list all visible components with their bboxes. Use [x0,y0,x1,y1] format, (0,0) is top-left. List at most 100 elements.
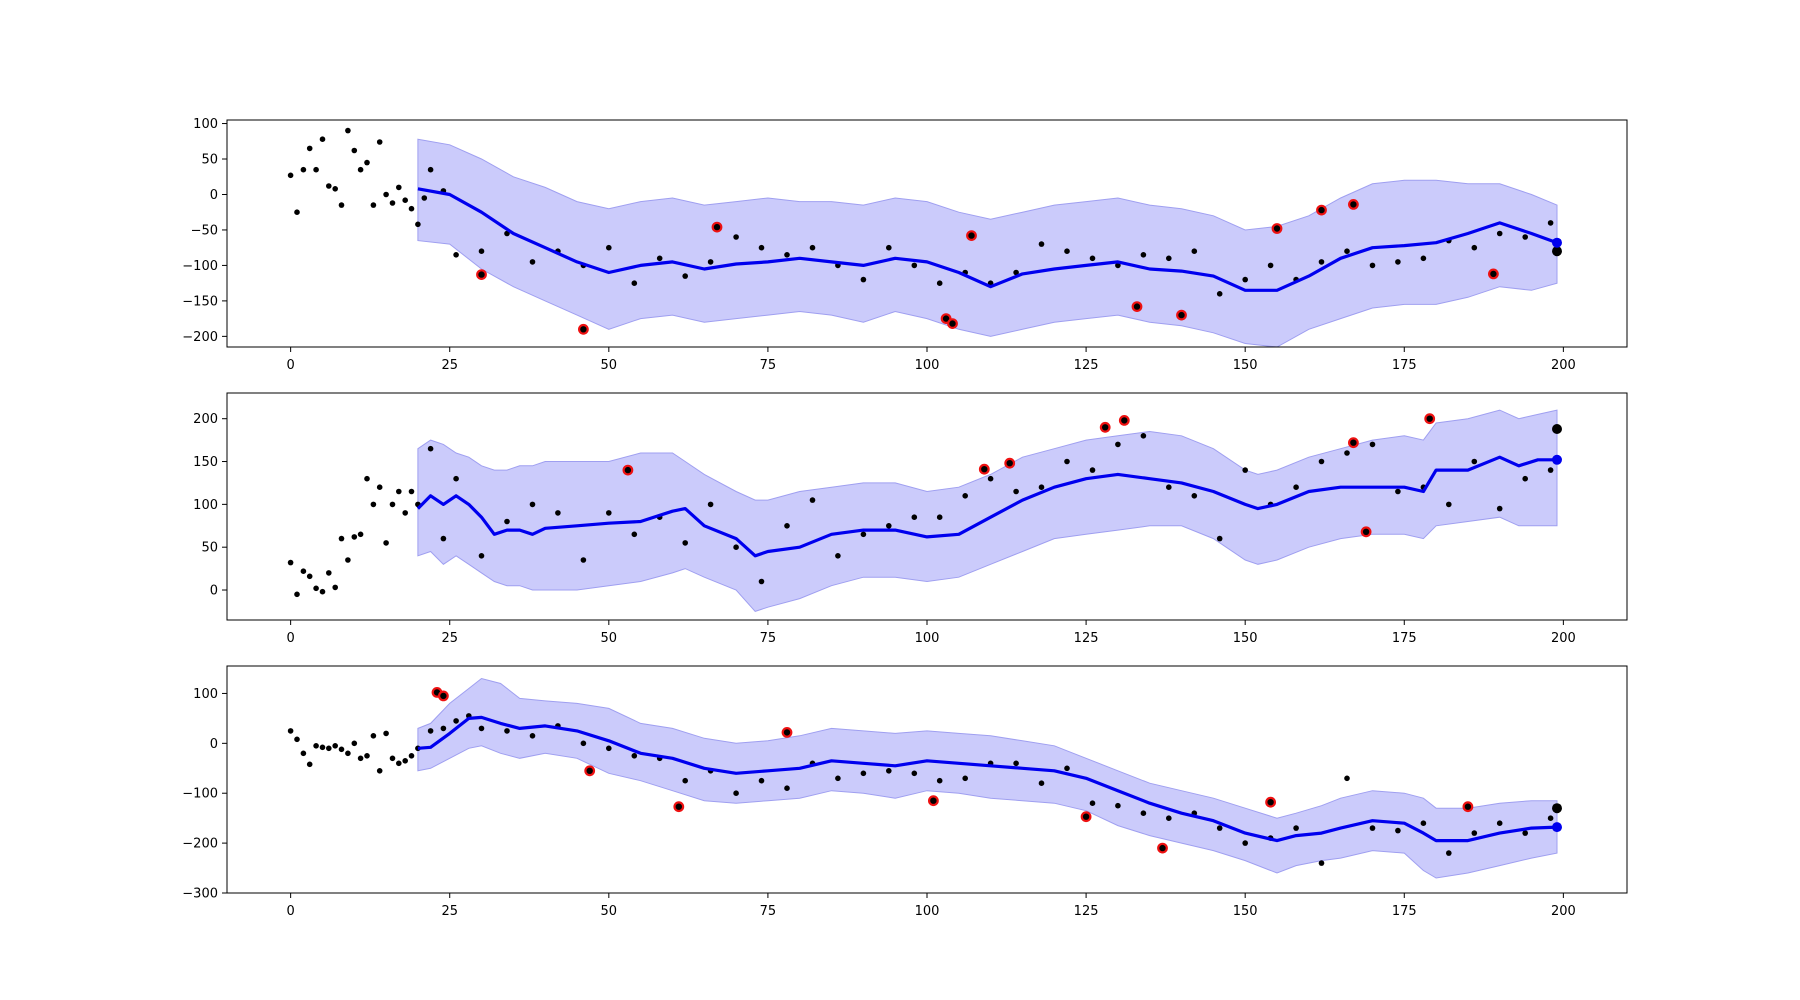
y-tick-label: 100 [193,117,218,132]
data-point [332,584,339,591]
data-point [682,540,688,546]
data-point [707,259,714,265]
data-point [402,197,409,203]
data-point [1064,248,1070,254]
outlier-point [584,765,596,777]
data-point [478,553,485,559]
data-point [440,535,447,542]
data-point [733,544,739,550]
data-point [886,523,892,529]
data-point [319,744,326,751]
data-point [383,540,389,546]
outlier-point [1099,421,1111,433]
data-point [1140,433,1147,439]
data-point [1166,815,1172,821]
x-tick-label: 100 [915,904,940,919]
data-point [1496,820,1503,826]
data-point [364,753,370,759]
data-point [1293,825,1299,831]
x-tick-label: 200 [1551,631,1576,646]
data-point [1038,484,1045,491]
data-point [1089,255,1096,262]
data-point [1089,467,1096,473]
outlier-point [1080,811,1092,823]
outlier-point [438,690,449,702]
data-point [606,510,612,516]
x-tick-label: 175 [1392,904,1417,919]
data-point [1038,780,1045,786]
data-point [351,147,358,154]
data-point [370,202,377,208]
data-point [835,553,841,559]
data-point [911,770,918,777]
data-point [396,760,402,767]
outlier-point [1487,268,1499,280]
data-point [370,501,377,508]
data-point [1471,458,1478,465]
data-point [319,136,326,142]
data-point [529,501,536,508]
confidence-band [417,409,1558,612]
y-tick-label: 0 [210,188,218,203]
outlier-point [1462,801,1474,813]
data-point [421,195,428,201]
data-point [396,488,402,495]
data-point [707,501,714,508]
data-point [733,790,739,796]
data-point [351,740,358,747]
data-point [1267,262,1274,269]
data-point [631,280,638,287]
y-tick-label: 50 [201,153,218,168]
data-point [936,280,943,287]
data-point [580,557,587,563]
data-point [478,725,485,732]
x-tick-label: 50 [601,358,618,373]
y-tick-label: −100 [182,259,218,274]
rolling-mean-line [416,455,1557,558]
data-point [606,745,612,752]
data-point [1191,248,1198,254]
x-tick-label: 75 [760,358,777,373]
data-point [357,166,364,173]
data-point [1089,800,1096,806]
data-point [389,200,396,206]
outlier-point [928,795,939,807]
last-value-marker [1552,803,1562,814]
data-point [294,209,300,215]
data-point [860,276,867,283]
y-tick-label: 50 [201,541,218,556]
data-point [300,166,307,173]
data-point [370,733,377,739]
data-point [631,753,638,759]
data-point [376,139,383,145]
data-point [306,573,313,580]
outlier-point [947,318,958,330]
data-point [1369,262,1376,269]
data-point [529,733,536,739]
outlier-point [578,323,589,335]
x-tick-label: 25 [441,904,458,919]
data-point [1293,484,1299,491]
x-tick-label: 75 [760,631,777,646]
data-point [383,191,389,198]
last-value-marker [1552,424,1562,434]
data-point [408,205,415,212]
y-tick-label: 0 [210,737,218,752]
x-tick-label: 150 [1233,358,1258,373]
x-tick-label: 200 [1551,358,1576,373]
x-tick-label: 25 [441,631,458,646]
outlier-point [1271,223,1283,234]
y-tick-label: −100 [182,787,218,802]
data-point [300,750,307,757]
y-tick-label: 100 [193,687,218,702]
data-point [1344,450,1350,456]
data-point [1013,269,1019,276]
data-point [1038,241,1045,247]
data-point [427,445,434,452]
data-point [1216,535,1223,542]
data-point [1395,259,1401,265]
data-point [1064,458,1070,465]
data-point [580,740,587,747]
rolling-mean-line [417,715,1558,843]
